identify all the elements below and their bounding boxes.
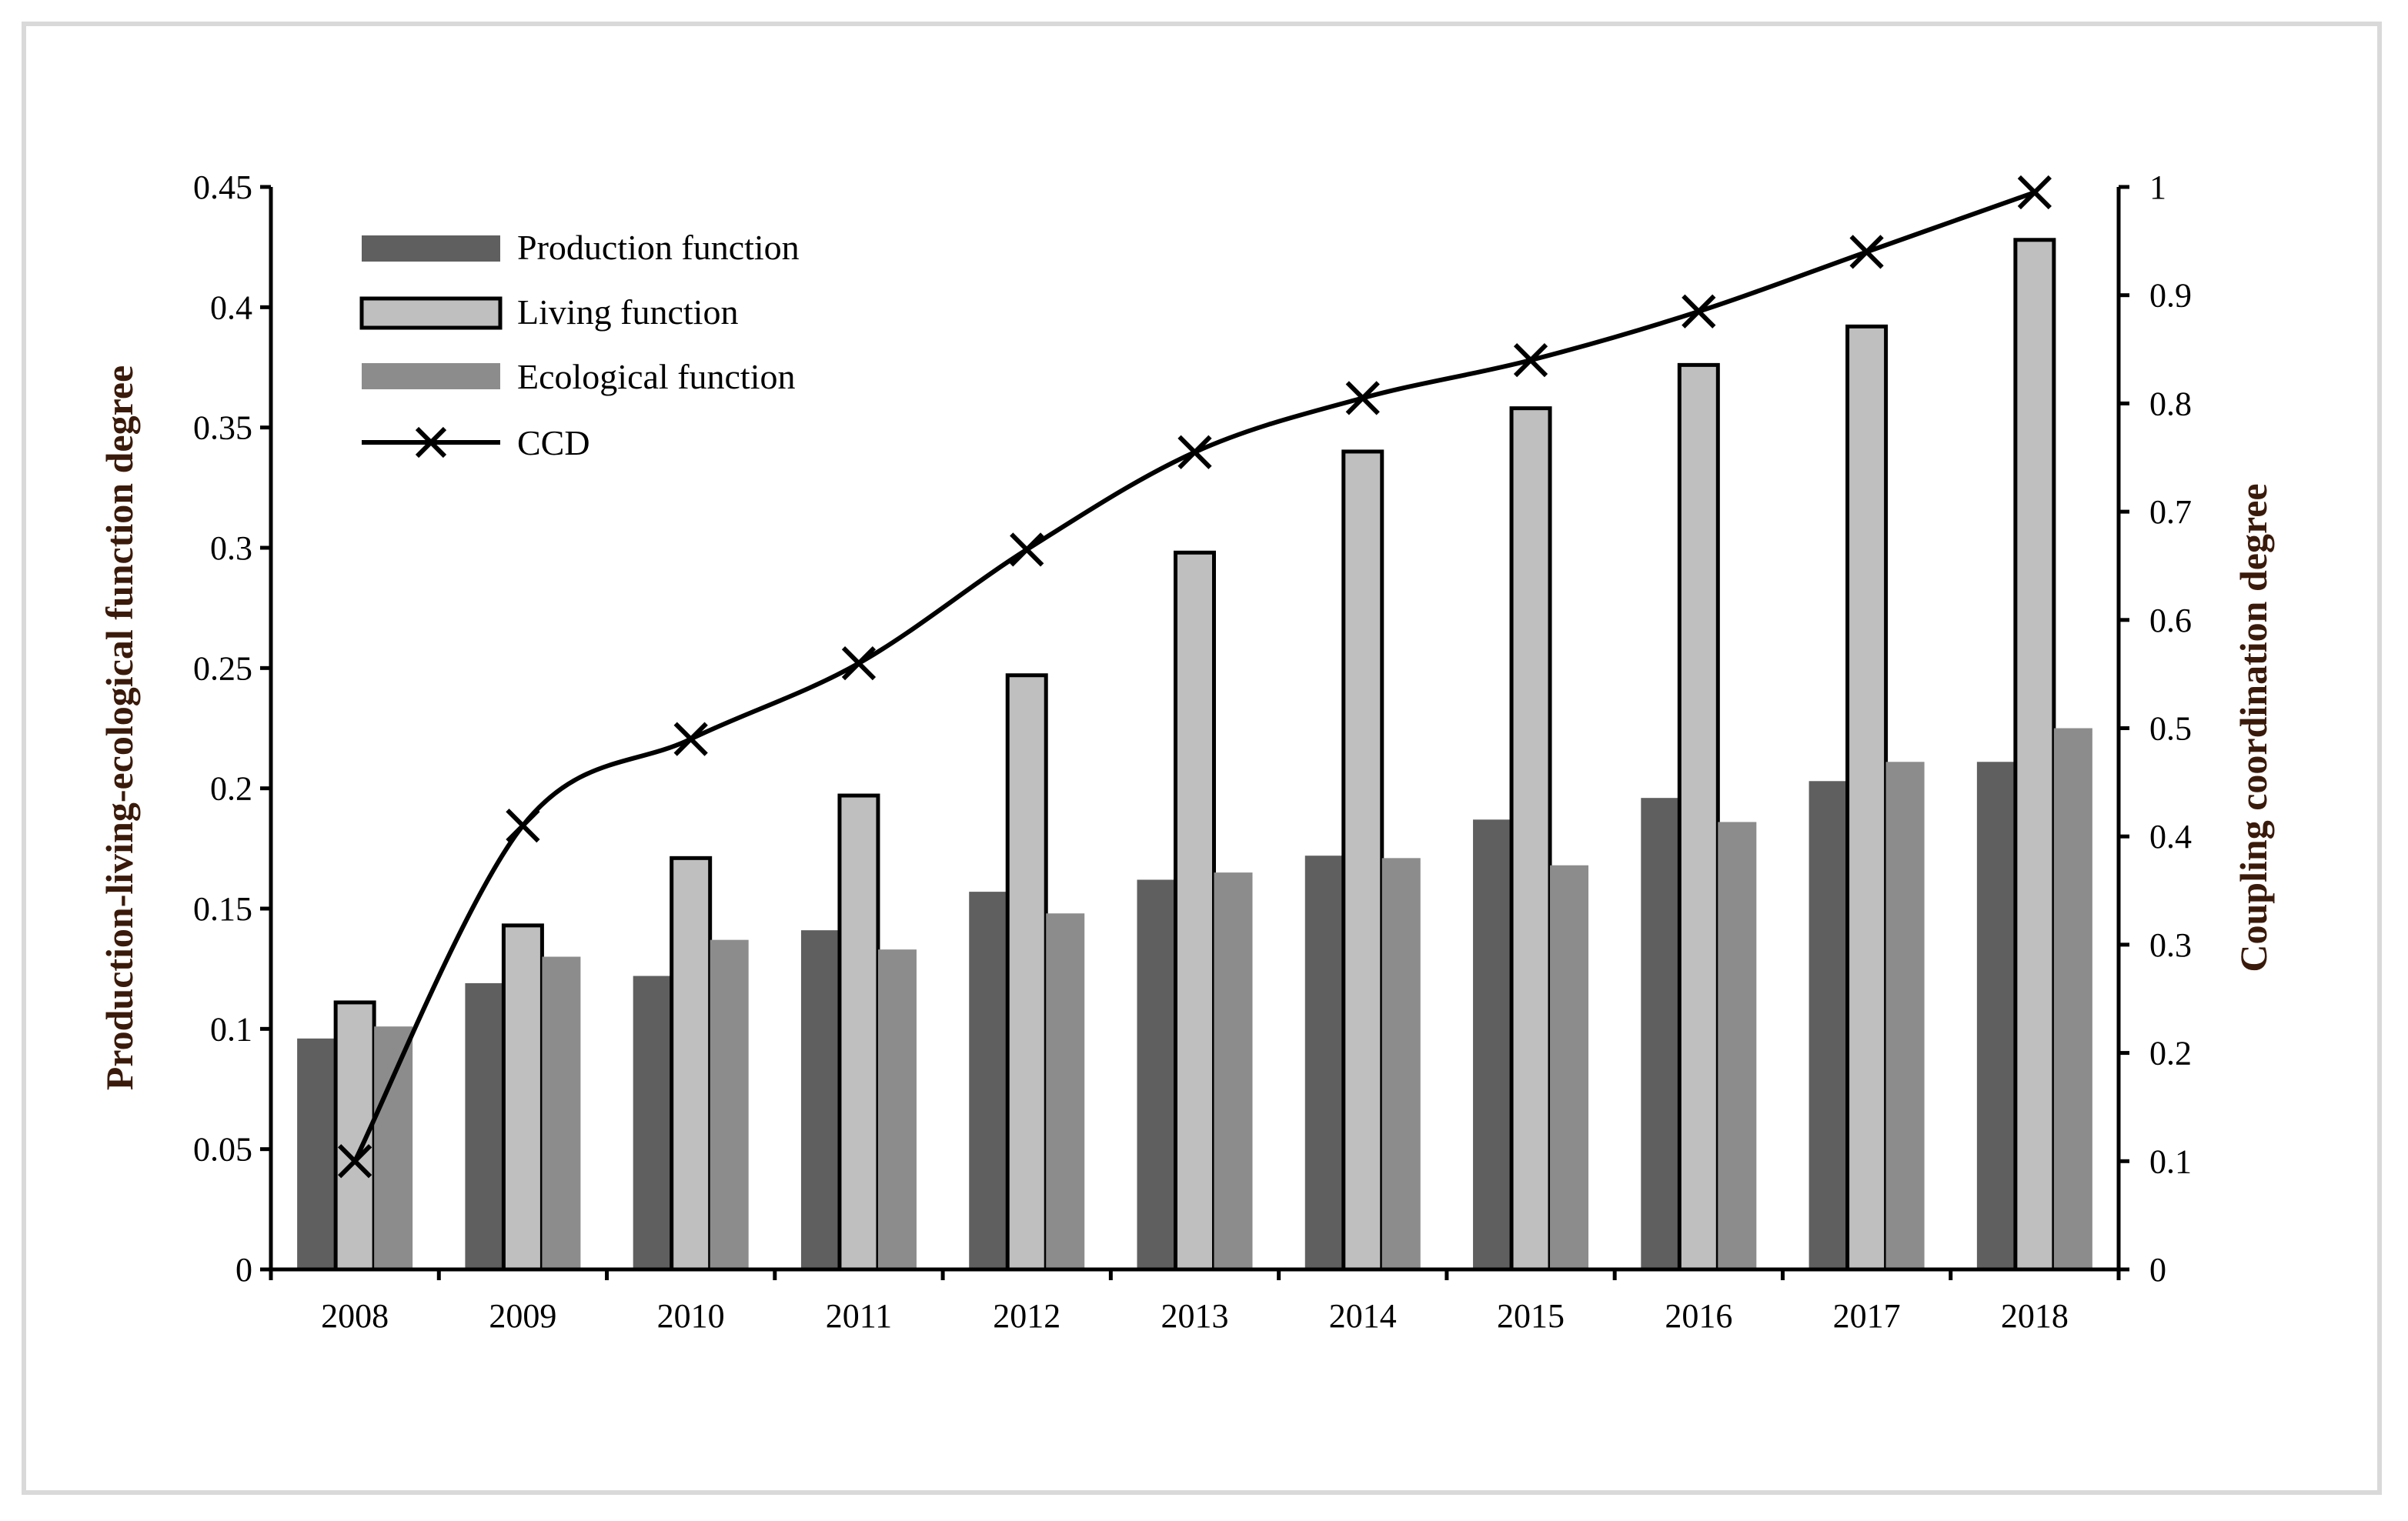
ccd-marker-2009 — [506, 809, 540, 843]
y-tick-label: 0.35 — [193, 409, 252, 447]
bar-living-2011 — [837, 793, 880, 1272]
y2-tick-label: 0.2 — [2149, 1035, 2192, 1072]
legend-label-ecological: Ecological function — [517, 357, 796, 396]
bar-production-2012 — [969, 892, 1008, 1269]
bar-production-2015 — [1473, 819, 1512, 1269]
bar-ecological-2012 — [1046, 913, 1085, 1269]
bar-ecological-2014 — [1381, 858, 1421, 1269]
ccd-marker-2015 — [1513, 342, 1548, 378]
legend-swatch-ecological — [362, 363, 500, 389]
bar-ecological-2011 — [877, 949, 917, 1269]
legend-label-living: Living function — [517, 292, 738, 332]
bar-production-2016 — [1641, 798, 1680, 1269]
ccd-line-layer — [338, 175, 2052, 1179]
y-tick-label: 0.05 — [193, 1131, 252, 1169]
y2-tick-label: 0.3 — [2149, 926, 2192, 964]
y-tick-label: 0.2 — [210, 770, 252, 808]
bar-ecological-2018 — [2053, 728, 2092, 1269]
ccd-marker-2018 — [2017, 175, 2052, 210]
bar-ecological-2015 — [1550, 865, 1589, 1269]
bar-living-2012 — [1005, 673, 1048, 1272]
bar-ecological-2013 — [1214, 872, 1253, 1269]
legend-swatch-living — [359, 296, 503, 330]
legend-swatch-production — [362, 235, 500, 262]
y2-tick-label: 0.4 — [2149, 818, 2192, 856]
bar-living-2014 — [1341, 449, 1384, 1272]
y2-tick-label: 0.1 — [2149, 1142, 2192, 1180]
x-tick-label: 2013 — [1161, 1297, 1229, 1335]
legend-swatch-ccd-marker — [415, 426, 447, 459]
y-tick-label: 0.1 — [210, 1010, 252, 1048]
ccd-marker-2010 — [673, 722, 708, 756]
legend-label-ccd: CCD — [517, 423, 590, 462]
bar-living-2015 — [1509, 406, 1552, 1272]
x-tick-label: 2008 — [321, 1297, 389, 1335]
x-tick-label: 2015 — [1497, 1297, 1565, 1335]
y2-tick-label: 0.8 — [2149, 385, 2192, 422]
bar-living-2010 — [670, 856, 713, 1272]
x-tick-label: 2011 — [826, 1297, 892, 1335]
bar-production-2010 — [633, 976, 672, 1269]
bar-ecological-2010 — [710, 939, 749, 1269]
ccd-marker-2011 — [841, 645, 877, 681]
y2-tick-label: 0.7 — [2149, 493, 2192, 531]
bar-ecological-2017 — [1885, 762, 1925, 1269]
bar-living-2013 — [1174, 550, 1216, 1272]
y-tick-label: 0.4 — [210, 289, 252, 326]
y2-tick-label: 0 — [2149, 1251, 2166, 1289]
y-tick-label: 0.3 — [210, 529, 252, 567]
bar-production-2018 — [1976, 762, 2016, 1269]
y-tick-label: 0.15 — [193, 890, 252, 928]
ccd-marker-2012 — [1010, 532, 1044, 567]
bar-production-2017 — [1809, 781, 1848, 1269]
y-tick-label: 0.45 — [193, 168, 252, 206]
bars-layer — [297, 238, 2092, 1272]
ccd-line — [352, 190, 2036, 1162]
x-tick-label: 2012 — [993, 1297, 1060, 1335]
y-tick-label: 0.25 — [193, 649, 252, 687]
bar-living-2009 — [501, 923, 544, 1272]
bar-living-2018 — [2013, 238, 2056, 1272]
x-tick-label: 2016 — [1665, 1297, 1732, 1335]
x-tick-label: 2009 — [489, 1297, 556, 1335]
bar-production-2014 — [1304, 856, 1344, 1269]
ticks-layer: 0 0.05 0.1 0.15 0.2 0.25 0.3 0.35 0.4 0.45 0 0.1 0.2… — [193, 168, 2192, 1335]
y2-tick-label: 1 — [2149, 168, 2166, 206]
bar-living-2016 — [1677, 362, 1720, 1272]
legend-label-production: Production function — [517, 228, 800, 267]
legend: Production function Living function Ecol… — [359, 228, 800, 462]
bar-production-2009 — [465, 982, 504, 1269]
x-tick-label: 2010 — [657, 1297, 725, 1335]
ccd-marker-2013 — [1177, 435, 1212, 469]
x-tick-label: 2017 — [1833, 1297, 1901, 1335]
ccd-marker-2017 — [1849, 235, 1884, 269]
ccd-marker-2014 — [1345, 381, 1380, 415]
x-tick-label: 2018 — [2001, 1297, 2069, 1335]
ccd-marker-2016 — [1682, 294, 1716, 329]
y2-tick-label: 0.9 — [2149, 277, 2192, 315]
y-axis-title: Production-living-ecological function de… — [98, 365, 141, 1091]
bar-living-2017 — [1845, 324, 1889, 1272]
bar-ecological-2008 — [374, 1026, 413, 1269]
bar-production-2011 — [800, 930, 840, 1269]
y2-tick-label: 0.6 — [2149, 602, 2192, 639]
y2-tick-label: 0.5 — [2149, 710, 2192, 748]
bar-production-2008 — [297, 1038, 336, 1269]
x-tick-label: 2014 — [1329, 1297, 1397, 1335]
bar-ecological-2016 — [1718, 822, 1757, 1269]
bar-production-2013 — [1137, 879, 1176, 1269]
bar-ecological-2009 — [542, 956, 581, 1269]
y-tick-label: 0 — [235, 1251, 252, 1289]
y2-axis-title: Coupling coordination degree — [2232, 483, 2275, 972]
ccd-marker-2008 — [338, 1144, 372, 1179]
